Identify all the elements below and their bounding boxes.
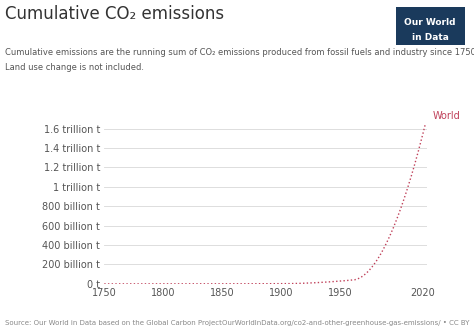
Text: Source: Our World in Data based on the Global Carbon Project: Source: Our World in Data based on the G… [5,320,222,326]
Text: Cumulative CO₂ emissions: Cumulative CO₂ emissions [5,5,224,23]
Text: Cumulative emissions are the running sum of CO₂ emissions produced from fossil f: Cumulative emissions are the running sum… [5,48,474,57]
Text: in Data: in Data [412,33,448,42]
Text: Our World: Our World [404,18,456,26]
Text: Land use change is not included.: Land use change is not included. [5,63,144,72]
Text: OurWorldInData.org/co2-and-other-greenhouse-gas-emissions/ • CC BY: OurWorldInData.org/co2-and-other-greenho… [222,320,469,326]
Text: World: World [432,111,460,121]
